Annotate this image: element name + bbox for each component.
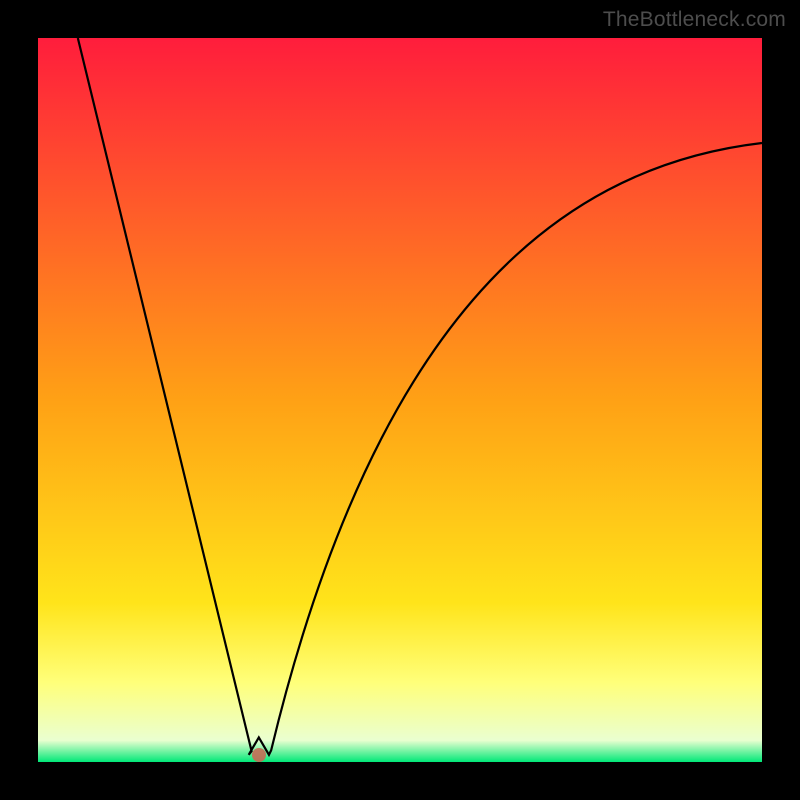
chart-area — [38, 38, 762, 762]
bottleneck-curve — [38, 38, 762, 762]
optimum-marker — [252, 748, 266, 762]
watermark-text: TheBottleneck.com — [603, 8, 786, 32]
curve-path — [78, 38, 762, 755]
